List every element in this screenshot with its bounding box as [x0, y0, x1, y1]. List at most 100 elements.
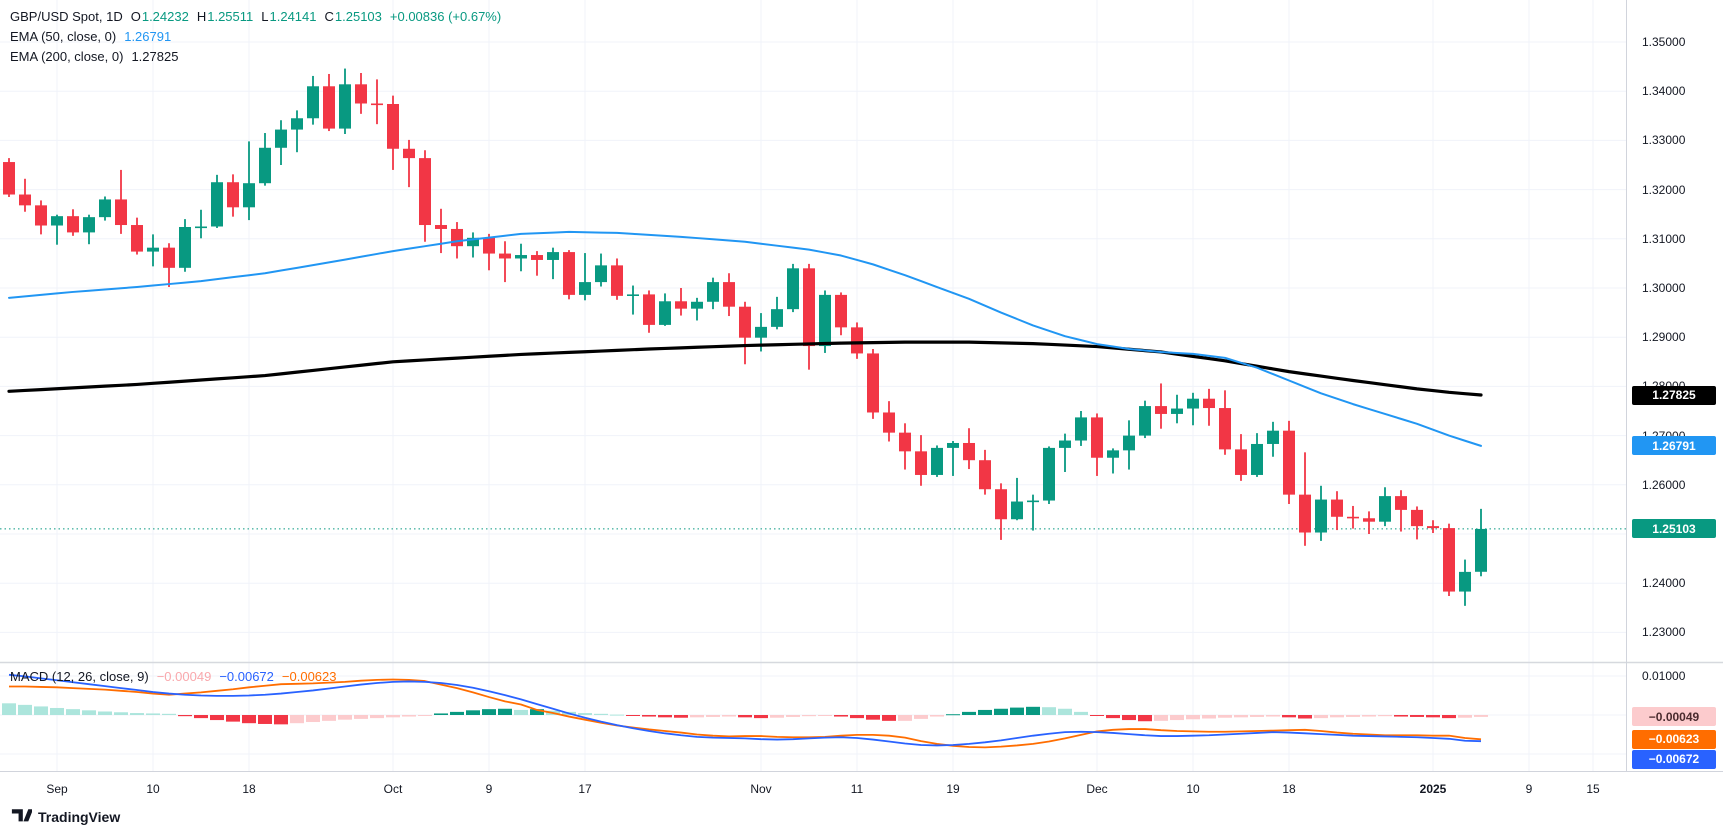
candle-body — [1107, 450, 1119, 458]
macd-histogram-bar — [578, 713, 592, 715]
macd-histogram-bar — [1170, 715, 1184, 721]
candle-body — [931, 447, 943, 475]
macd-histogram-value: −0.00049 — [156, 669, 212, 684]
price-axis-label: 1.32000 — [1642, 182, 1686, 197]
candle-body — [883, 412, 895, 433]
candle-body — [1459, 571, 1471, 592]
candle-body — [627, 294, 639, 296]
candle-body — [595, 265, 607, 283]
candle-body — [195, 226, 207, 229]
macd-histogram-bar — [1314, 715, 1328, 719]
axis-price-badge: −0.00672 — [1632, 749, 1716, 769]
ohlc-close: C 1.25103 — [324, 9, 382, 24]
candle-body — [291, 118, 303, 130]
candle-body — [243, 183, 255, 208]
candle-body — [899, 432, 911, 452]
macd-histogram-bar — [642, 715, 656, 717]
macd-histogram-bar — [690, 715, 704, 718]
candle-body — [1411, 509, 1423, 527]
macd-histogram-bar — [834, 715, 848, 717]
candle-body — [1443, 528, 1455, 592]
candle-body — [643, 294, 655, 325]
macd-histogram-bar — [1202, 715, 1216, 719]
candle-body — [1027, 500, 1039, 503]
candle-body — [355, 84, 367, 104]
macd-histogram-bar — [514, 709, 528, 715]
time-axis-label: 9 — [1525, 782, 1533, 796]
candle-body — [1395, 496, 1407, 510]
macd-histogram-bar — [1218, 715, 1232, 718]
macd-histogram-bar — [1282, 715, 1296, 718]
candle-body — [659, 301, 671, 325]
candle-body — [211, 182, 223, 227]
macd-histogram-bar — [738, 715, 752, 718]
macd-histogram-bar — [882, 715, 896, 721]
time-axis-label: 18 — [1282, 782, 1296, 796]
macd-histogram-bar — [18, 704, 32, 715]
ema200-label: EMA (200, close, 0) — [10, 49, 124, 64]
macd-histogram-bar — [930, 715, 944, 717]
time-axis-label: Sep — [46, 782, 68, 796]
macd-histogram-bar — [770, 715, 784, 718]
candle-body — [1123, 435, 1135, 451]
macd-histogram-bar — [1106, 715, 1120, 719]
macd-histogram-bar — [98, 711, 112, 715]
ohlc-high: H 1.25511 — [196, 9, 254, 24]
candle-body — [915, 451, 927, 475]
candle-body — [531, 255, 543, 260]
macd-axis-label: 0.01000 — [1642, 669, 1686, 683]
ema50-label: EMA (50, close, 0) — [10, 29, 117, 44]
macd-histogram-bar — [402, 715, 416, 717]
candle-body — [1043, 447, 1055, 501]
macd-histogram-bar — [434, 713, 448, 715]
candle-body — [515, 255, 527, 259]
macd-histogram-bar — [818, 715, 832, 716]
candle-body — [35, 205, 47, 226]
candle-body — [67, 216, 79, 233]
time-axis-label: 10 — [146, 782, 160, 796]
ohlc-low: L 1.24141 — [261, 9, 317, 24]
candle-body — [323, 86, 335, 129]
candle-body — [1347, 516, 1359, 519]
time-axis-label: Dec — [1086, 782, 1108, 796]
candle-body — [1427, 526, 1439, 529]
tradingview-logo-icon — [11, 809, 32, 822]
macd-histogram-bar — [178, 715, 192, 717]
macd-histogram-bar — [674, 715, 688, 718]
macd-histogram-bar — [306, 715, 320, 723]
macd-histogram-bar — [1010, 707, 1024, 715]
change-value: +0.00836 (+0.67%) — [389, 9, 502, 24]
candle-body — [1075, 417, 1087, 441]
ema200-legend-row: EMA (200, close, 0) 1.27825 — [10, 48, 178, 65]
candle-body — [819, 294, 831, 347]
candle-body — [787, 268, 799, 310]
time-axis-label: 9 — [485, 782, 493, 796]
macd-histogram-bar — [658, 715, 672, 718]
macd-histogram-bar — [1250, 715, 1264, 717]
time-axis-label: Nov — [750, 782, 772, 796]
price-axis-label: 1.24000 — [1642, 576, 1686, 591]
macd-histogram-bar — [706, 715, 720, 717]
candle-body — [547, 252, 559, 260]
macd-histogram-bar — [290, 715, 304, 724]
candle-body — [307, 86, 319, 119]
macd-histogram-bar — [1042, 707, 1056, 715]
candle-body — [419, 158, 431, 226]
candle-body — [131, 225, 143, 252]
axis-price-badge: 1.26791 — [1632, 436, 1716, 456]
time-axis-label: 17 — [578, 782, 592, 796]
macd-histogram-bar — [274, 715, 288, 725]
price-axis-label: 1.34000 — [1642, 84, 1686, 99]
macd-histogram-bar — [962, 711, 976, 715]
macd-histogram-bar — [594, 713, 608, 715]
macd-histogram-bar — [482, 709, 496, 715]
tradingview-logo[interactable]: TradingView — [10, 808, 120, 825]
candle-body — [387, 103, 399, 149]
candle-body — [435, 225, 447, 229]
macd-histogram-bar — [1394, 715, 1408, 717]
candle-body — [1059, 440, 1071, 448]
candle-body — [115, 199, 127, 226]
price-axis-label: 1.23000 — [1642, 625, 1686, 640]
candle-body — [1235, 449, 1247, 475]
